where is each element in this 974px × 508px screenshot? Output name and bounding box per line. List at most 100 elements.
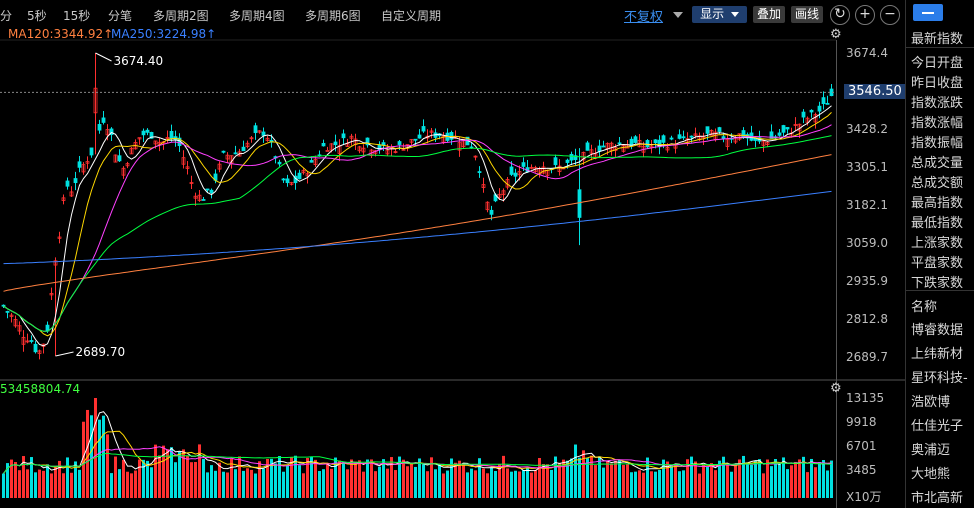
candle-body (89, 147, 94, 156)
volume-bar (394, 470, 397, 498)
display-button[interactable]: 显示 (692, 6, 747, 23)
candle-body (25, 340, 30, 343)
display-chevron-down-icon (730, 12, 739, 17)
candle-body (241, 146, 246, 152)
overlay-button[interactable]: 叠加 (753, 6, 785, 23)
volume-bar (774, 459, 777, 498)
candle-body (225, 154, 230, 160)
field-advancers: 上涨家数 (911, 236, 964, 251)
candle-body (705, 126, 710, 134)
volume-bar (282, 471, 285, 498)
candle-body (721, 136, 726, 139)
candle-body (617, 142, 622, 145)
high-pointer (95, 52, 112, 62)
candle-body (825, 102, 830, 105)
volume-bar (514, 470, 517, 498)
zoom-out-icon[interactable]: − (880, 5, 900, 25)
candle-body (121, 167, 126, 176)
volume-settings-gear-icon[interactable]: ⚙ (830, 381, 842, 396)
stock-item[interactable]: 大地熊 (911, 467, 951, 482)
stock-item[interactable]: 博睿数据 (911, 323, 964, 338)
volume-bar (306, 458, 309, 498)
price-settings-gear-icon[interactable]: ⚙ (830, 27, 842, 42)
candle-body (569, 153, 574, 161)
candle-body (157, 141, 162, 145)
candle-body (149, 131, 154, 139)
volume-bar (382, 459, 385, 498)
volume-unit-label: X10万 (846, 490, 882, 504)
candle-body (113, 154, 118, 163)
volume-bar (242, 470, 245, 498)
volume-value-label: 53458804.74 (0, 382, 81, 396)
volume-bar (78, 469, 81, 498)
stock-item[interactable]: 浩欧博 (911, 395, 951, 410)
volume-bar (806, 472, 809, 498)
volume-bar (278, 456, 281, 498)
volume-bar (510, 471, 513, 498)
candle-body (677, 134, 682, 139)
volume-bar (470, 468, 473, 498)
volume-bar (430, 457, 433, 498)
period-tab-custom[interactable]: 自定义周期 (381, 9, 442, 23)
candle-body (393, 151, 398, 154)
volume-bar (170, 447, 173, 498)
draw-line-button[interactable]: 画线 (791, 6, 823, 23)
candle-body (557, 165, 562, 172)
volume-bar (422, 464, 425, 498)
volume-bar (678, 471, 681, 498)
volume-bar (18, 470, 21, 498)
volume-bar (322, 469, 325, 498)
volume-bar (186, 455, 189, 498)
volume-bar (182, 449, 185, 498)
period-tab-multi6[interactable]: 多周期6图 (305, 9, 361, 23)
volume-bar (130, 473, 133, 498)
zoom-in-icon[interactable]: + (855, 5, 875, 25)
stock-item[interactable]: 市北高新 (911, 491, 964, 506)
candle-body (165, 137, 170, 139)
volume-bar (718, 460, 721, 498)
volume-bar (154, 444, 157, 498)
volume-bar (330, 468, 333, 498)
volume-bar (286, 464, 289, 498)
volume-bar (34, 472, 37, 498)
period-tab-5s[interactable]: 5秒 (27, 9, 47, 23)
candle-body (105, 129, 110, 136)
candlestick-chart[interactable]: 3674.40 2689.70 (0, 0, 905, 508)
volume-bar (766, 459, 769, 498)
stock-item[interactable]: 仕佳光子 (911, 419, 964, 434)
adjust-chevron-down-icon[interactable] (673, 12, 683, 18)
volume-bar (650, 471, 653, 498)
refresh-icon[interactable]: ↻ (830, 5, 850, 25)
candle-body (689, 135, 694, 138)
volume-bar (794, 461, 797, 498)
candle-body (633, 136, 638, 143)
volume-bar (666, 461, 669, 498)
candle-body (597, 145, 602, 152)
ma120-label: MA120:3344.92↑ (8, 27, 114, 41)
period-tab-multi2[interactable]: 多周期2图 (153, 9, 209, 23)
period-tab-minute[interactable]: 分 (0, 9, 13, 23)
candle-body (497, 193, 502, 198)
collapse-button[interactable] (913, 4, 943, 21)
quote-sidebar: 最新指数 今日开盘 昨日收盘 指数涨跌 指数涨幅 指数振幅 总成交量 总成交额 … (905, 0, 974, 508)
price-tick-2935: 2935.9 (846, 274, 888, 288)
stock-item[interactable]: 上纬新材 (911, 347, 964, 362)
volume-bar (30, 457, 33, 498)
volume-bar (614, 460, 617, 498)
volume-bar (22, 456, 25, 498)
volume-bar (802, 456, 805, 498)
period-tab-multi4[interactable]: 多周期4图 (229, 9, 285, 23)
volume-bar (750, 464, 753, 498)
stock-item[interactable]: 奥浦迈 (911, 443, 951, 458)
period-tab-15s[interactable]: 15秒 (63, 9, 91, 23)
volume-bar (558, 462, 561, 498)
volume-bar (118, 469, 121, 498)
volume-bar (490, 467, 493, 498)
stock-item[interactable]: 星环科技- (911, 371, 968, 386)
period-tab-tick[interactable]: 分笔 (108, 9, 133, 23)
candle-body (477, 171, 482, 173)
ma20-line (3, 124, 832, 332)
candle-body (681, 136, 686, 139)
volume-bar (414, 466, 417, 498)
adjust-dropdown[interactable]: 不复权 (624, 10, 664, 25)
